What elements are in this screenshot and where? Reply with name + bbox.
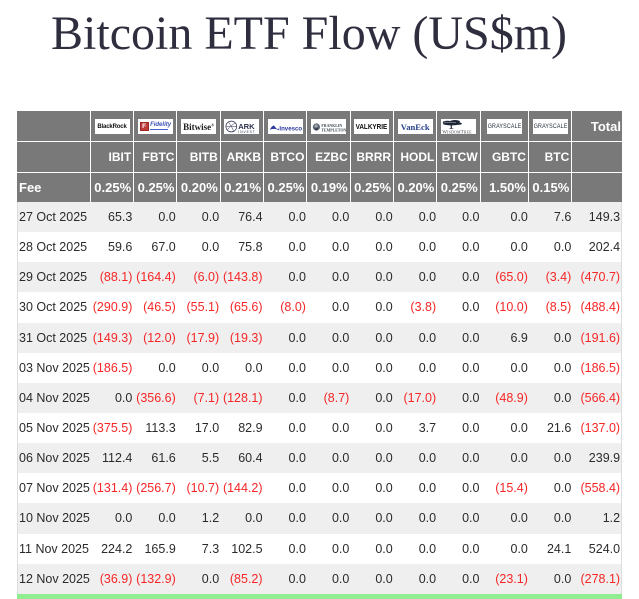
svg-text:FRANKLIN: FRANKLIN [321,123,342,127]
svg-text:Invesco: Invesco [279,125,302,132]
svg-text:INVEST: INVEST [239,130,256,133]
svg-text:ARK: ARK [239,122,256,131]
svg-text:TEMPLETON: TEMPLETON [321,128,346,132]
svg-text:WISDOMTREE: WISDOMTREE [442,130,472,134]
